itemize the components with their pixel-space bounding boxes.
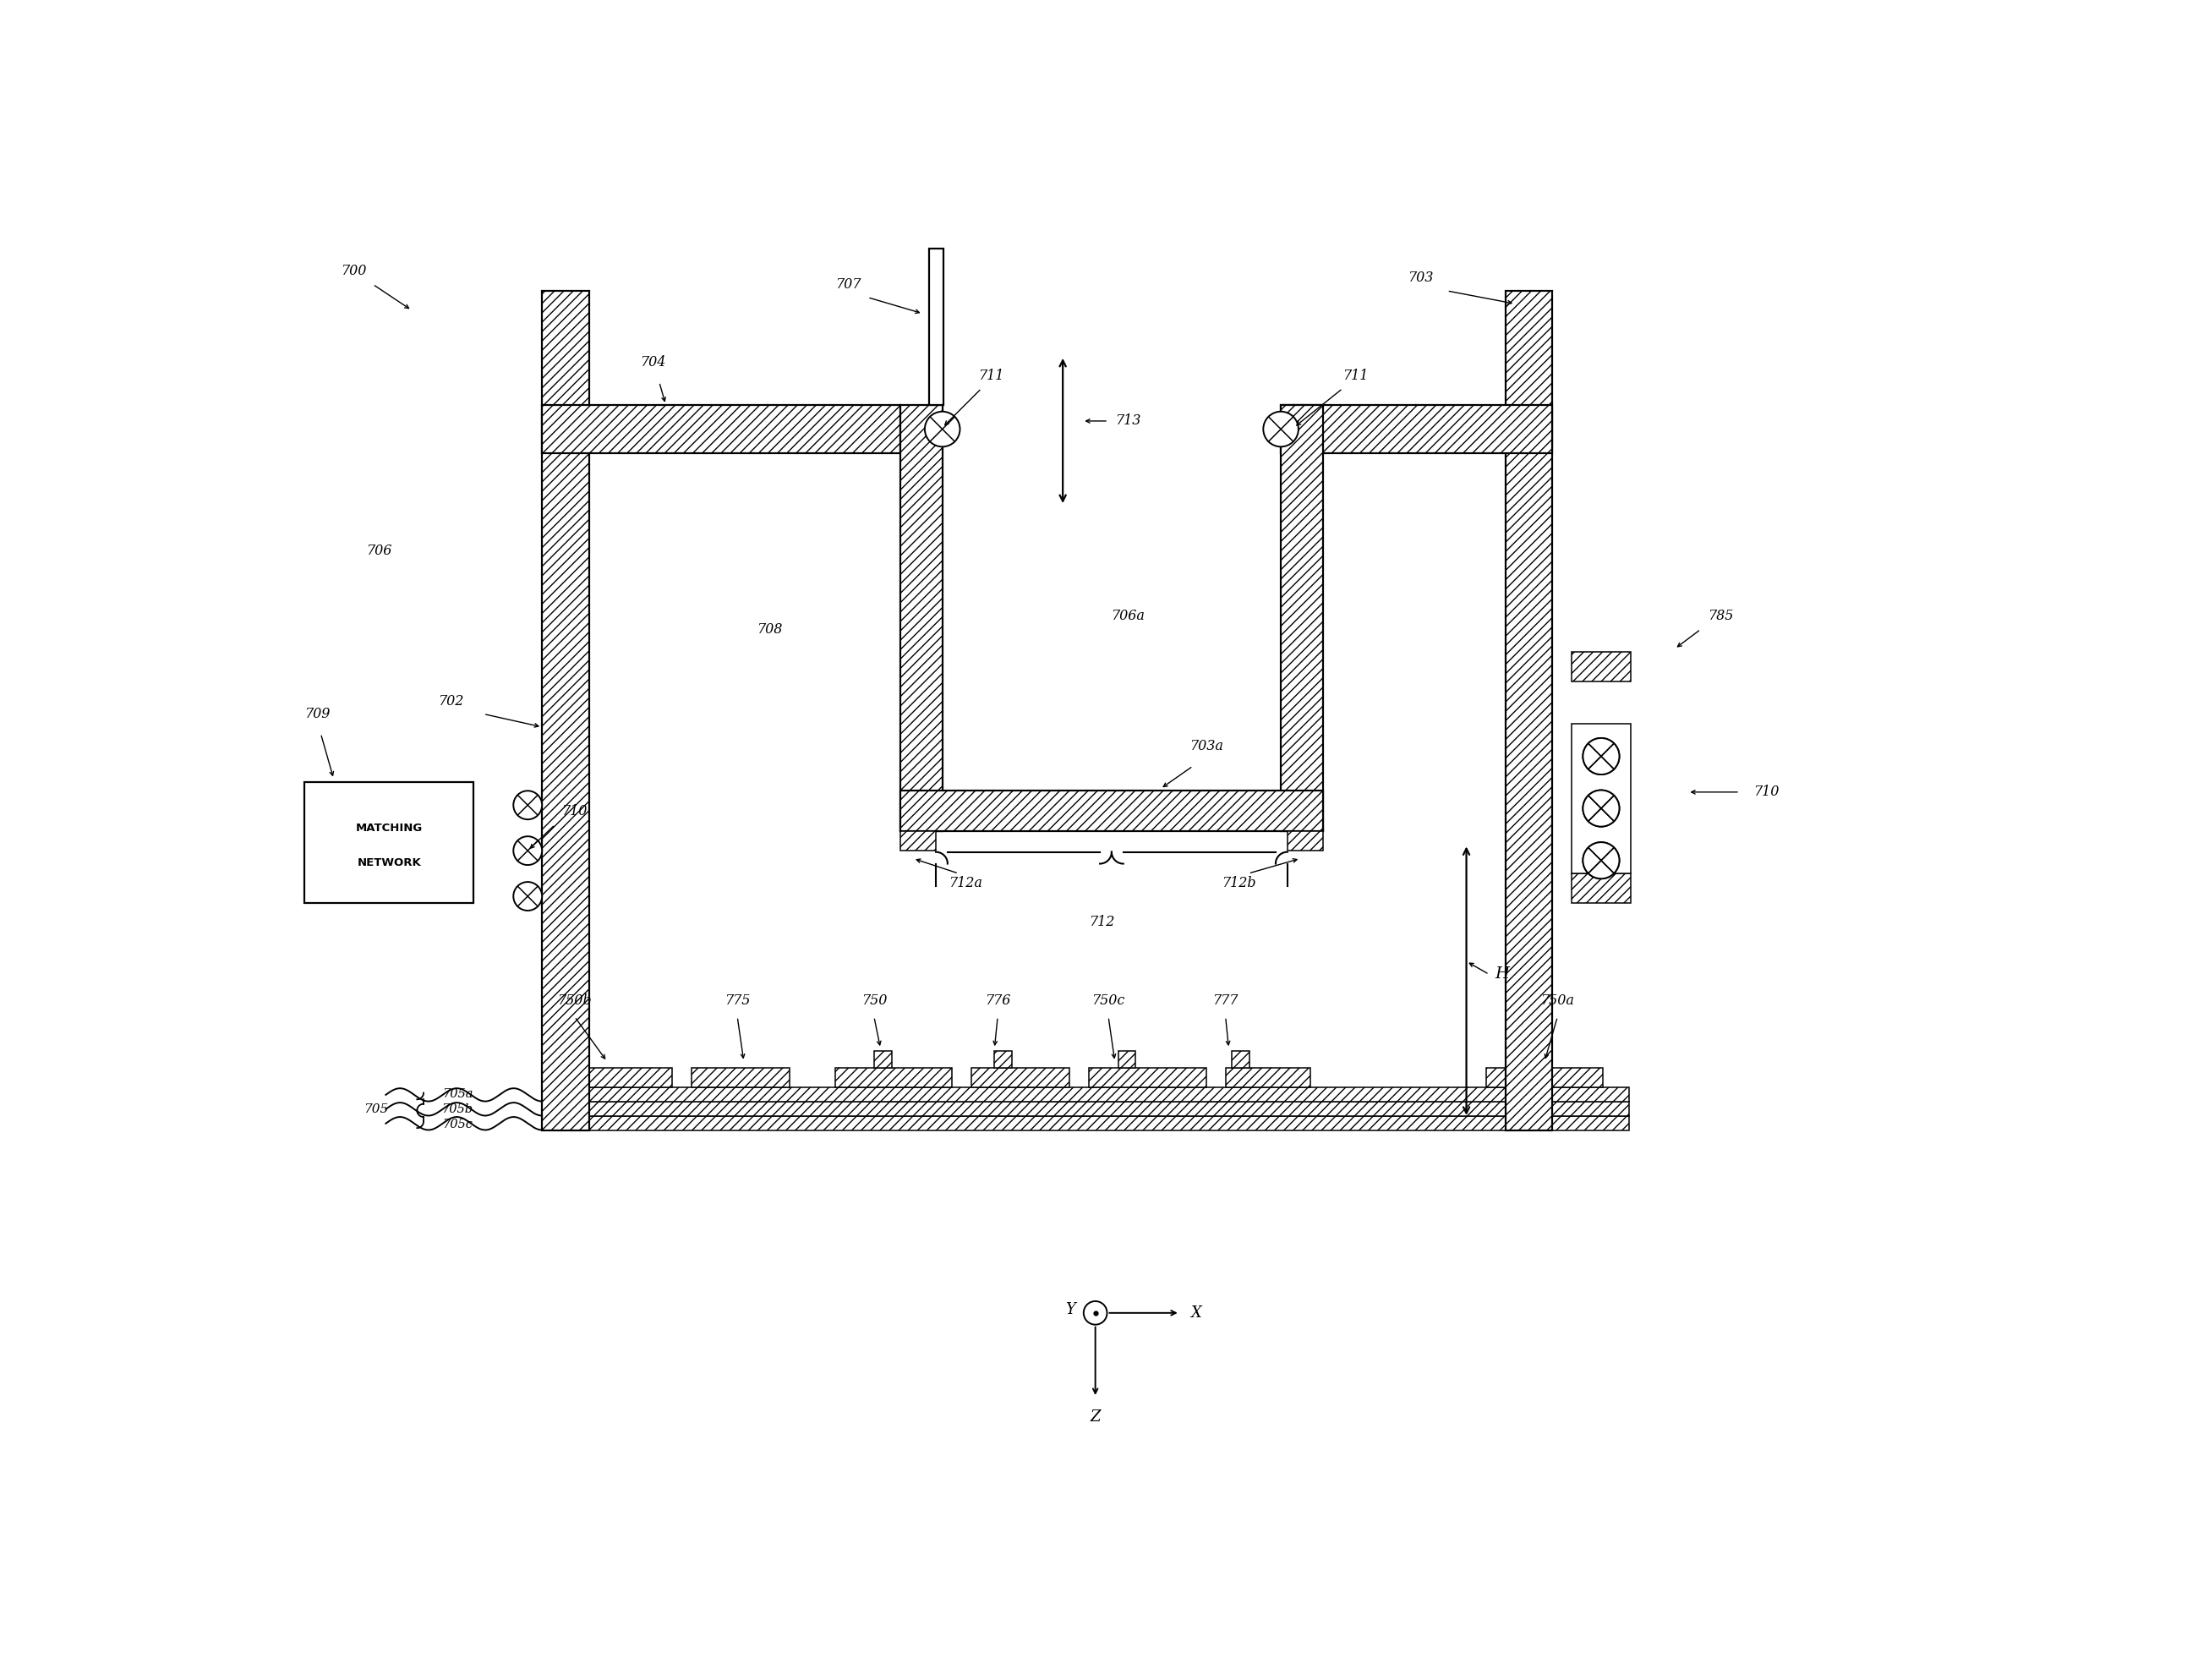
Text: 750c: 750c — [1091, 993, 1124, 1008]
Text: 750a: 750a — [1540, 993, 1575, 1008]
Text: 706: 706 — [367, 544, 393, 558]
Bar — [541, 405, 899, 454]
Text: 712: 712 — [1089, 916, 1116, 929]
Bar — [994, 1050, 1012, 1068]
Bar — [541, 291, 590, 1131]
Circle shape — [1584, 738, 1619, 774]
Bar — [899, 791, 1323, 832]
Text: 713: 713 — [1116, 413, 1140, 428]
Text: 703: 703 — [1407, 270, 1434, 286]
Text: 776: 776 — [985, 993, 1010, 1008]
Bar — [1089, 1068, 1206, 1087]
Text: Y: Y — [1065, 1302, 1076, 1317]
Text: 777: 777 — [1213, 993, 1239, 1008]
Bar — [899, 832, 937, 850]
Bar — [1573, 874, 1630, 902]
Circle shape — [1584, 790, 1619, 827]
Text: 775: 775 — [725, 993, 751, 1008]
Bar — [875, 1050, 892, 1068]
Text: 785: 785 — [1708, 610, 1734, 623]
Text: 703a: 703a — [1188, 739, 1224, 754]
Bar — [899, 405, 943, 832]
Bar — [972, 1068, 1069, 1087]
Text: Z: Z — [1089, 1410, 1100, 1425]
Circle shape — [512, 882, 541, 911]
Bar — [1573, 724, 1630, 874]
Text: 711: 711 — [1343, 368, 1370, 383]
Circle shape — [1085, 1302, 1107, 1324]
Circle shape — [1584, 842, 1619, 879]
Circle shape — [1584, 790, 1619, 827]
Text: 700: 700 — [340, 264, 367, 279]
Circle shape — [1584, 842, 1619, 879]
Bar — [1288, 832, 1323, 850]
Bar — [1573, 652, 1630, 682]
Text: NETWORK: NETWORK — [358, 857, 422, 869]
Circle shape — [512, 791, 541, 820]
Circle shape — [1264, 412, 1299, 447]
Bar — [1233, 1050, 1250, 1068]
Text: 750: 750 — [862, 993, 886, 1008]
Bar — [1487, 1068, 1604, 1087]
Bar — [541, 1087, 1628, 1102]
Text: 750b: 750b — [557, 993, 592, 1008]
Text: 702: 702 — [437, 694, 464, 709]
Text: 705b: 705b — [442, 1104, 473, 1116]
Text: 710: 710 — [1754, 785, 1778, 800]
Text: 705a: 705a — [442, 1089, 473, 1100]
Text: H: H — [1495, 966, 1509, 983]
Bar — [1281, 405, 1323, 832]
Bar — [1118, 1050, 1135, 1068]
Text: 705: 705 — [364, 1104, 389, 1116]
Bar — [305, 783, 473, 902]
Text: 712b: 712b — [1222, 875, 1255, 890]
Circle shape — [512, 837, 541, 865]
Bar — [541, 1116, 1628, 1131]
Text: 711: 711 — [979, 368, 1005, 383]
Text: X: X — [1191, 1305, 1202, 1320]
Circle shape — [926, 412, 961, 447]
Text: 707: 707 — [835, 277, 862, 291]
Text: 709: 709 — [305, 707, 331, 721]
Text: 708: 708 — [758, 622, 782, 637]
Text: 705c: 705c — [442, 1119, 473, 1131]
Text: 704: 704 — [641, 354, 665, 370]
Bar — [541, 1102, 1628, 1116]
Circle shape — [1584, 738, 1619, 774]
Bar — [548, 1068, 672, 1087]
Text: MATCHING: MATCHING — [356, 823, 422, 833]
Bar — [835, 1068, 952, 1087]
Bar — [1281, 405, 1553, 454]
Bar — [1504, 291, 1553, 1131]
Bar — [691, 1068, 789, 1087]
Bar — [930, 249, 943, 405]
Text: 712a: 712a — [948, 875, 983, 890]
Text: 710: 710 — [561, 805, 588, 818]
Bar — [1226, 1068, 1310, 1087]
Text: 706a: 706a — [1111, 610, 1144, 623]
